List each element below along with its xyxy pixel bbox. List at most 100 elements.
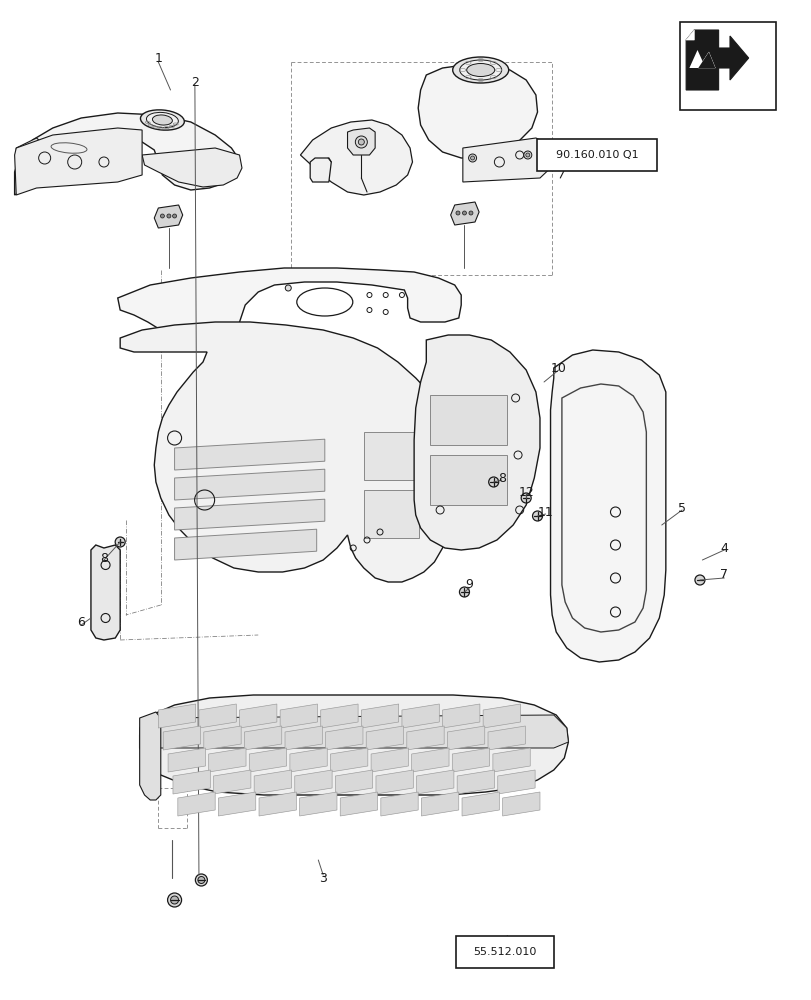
- Circle shape: [694, 575, 704, 585]
- Circle shape: [523, 151, 531, 159]
- Bar: [363, 490, 418, 538]
- Polygon shape: [450, 202, 478, 225]
- Circle shape: [285, 285, 291, 291]
- Bar: [363, 432, 418, 480]
- Ellipse shape: [453, 57, 508, 83]
- Polygon shape: [483, 704, 520, 728]
- Text: 9: 9: [465, 578, 473, 591]
- Bar: [536, 139, 656, 171]
- Polygon shape: [347, 128, 375, 155]
- Polygon shape: [178, 792, 215, 816]
- Ellipse shape: [140, 110, 184, 130]
- Polygon shape: [213, 770, 251, 794]
- Text: 7: 7: [719, 568, 727, 582]
- Polygon shape: [199, 704, 236, 728]
- Polygon shape: [487, 726, 525, 750]
- Polygon shape: [168, 748, 205, 772]
- Polygon shape: [299, 792, 337, 816]
- Ellipse shape: [459, 60, 501, 80]
- Polygon shape: [325, 726, 363, 750]
- Polygon shape: [15, 113, 239, 195]
- Polygon shape: [294, 770, 332, 794]
- Polygon shape: [366, 726, 403, 750]
- Polygon shape: [442, 704, 479, 728]
- Bar: [456, 936, 553, 968]
- Bar: [430, 455, 507, 505]
- Polygon shape: [208, 748, 246, 772]
- Polygon shape: [139, 712, 161, 800]
- Ellipse shape: [146, 112, 178, 128]
- Circle shape: [198, 876, 204, 884]
- Polygon shape: [361, 704, 398, 728]
- Polygon shape: [310, 158, 331, 182]
- Polygon shape: [118, 268, 461, 340]
- Circle shape: [470, 156, 474, 160]
- Polygon shape: [173, 770, 210, 794]
- Circle shape: [195, 874, 207, 886]
- Circle shape: [173, 214, 176, 218]
- Polygon shape: [139, 695, 568, 795]
- Polygon shape: [452, 748, 489, 772]
- Polygon shape: [497, 770, 534, 794]
- Text: 90.160.010 Q1: 90.160.010 Q1: [555, 150, 637, 160]
- Polygon shape: [421, 792, 458, 816]
- Bar: [430, 395, 507, 445]
- Circle shape: [459, 587, 469, 597]
- Polygon shape: [239, 704, 277, 728]
- Text: 5: 5: [677, 502, 685, 514]
- Polygon shape: [411, 748, 448, 772]
- Circle shape: [456, 211, 459, 215]
- Text: 8: 8: [100, 552, 108, 564]
- Circle shape: [532, 511, 542, 521]
- Polygon shape: [139, 715, 568, 748]
- Polygon shape: [461, 792, 499, 816]
- Circle shape: [469, 211, 472, 215]
- Polygon shape: [711, 36, 748, 80]
- Polygon shape: [244, 726, 281, 750]
- Circle shape: [521, 493, 530, 503]
- Text: 4: 4: [719, 542, 727, 554]
- Text: 3: 3: [319, 871, 327, 884]
- Polygon shape: [335, 770, 372, 794]
- Polygon shape: [406, 726, 444, 750]
- Circle shape: [462, 211, 466, 215]
- Polygon shape: [91, 545, 120, 640]
- Ellipse shape: [466, 64, 494, 77]
- Polygon shape: [290, 748, 327, 772]
- Text: 55.512.010: 55.512.010: [473, 947, 536, 957]
- Text: 12: 12: [517, 486, 534, 498]
- Polygon shape: [462, 138, 550, 182]
- Polygon shape: [697, 52, 714, 68]
- Polygon shape: [259, 792, 296, 816]
- Polygon shape: [218, 792, 255, 816]
- Polygon shape: [174, 439, 324, 470]
- Polygon shape: [174, 499, 324, 530]
- Polygon shape: [320, 704, 358, 728]
- Polygon shape: [330, 748, 367, 772]
- Circle shape: [358, 139, 364, 145]
- Circle shape: [355, 136, 367, 148]
- Polygon shape: [340, 792, 377, 816]
- Polygon shape: [685, 30, 718, 90]
- Polygon shape: [163, 726, 200, 750]
- Polygon shape: [285, 726, 322, 750]
- Circle shape: [488, 477, 498, 487]
- Polygon shape: [16, 138, 45, 178]
- Polygon shape: [174, 469, 324, 500]
- Polygon shape: [414, 335, 539, 550]
- Polygon shape: [280, 704, 317, 728]
- Ellipse shape: [152, 115, 172, 125]
- Polygon shape: [401, 704, 439, 728]
- Circle shape: [526, 153, 529, 157]
- Polygon shape: [380, 792, 418, 816]
- Polygon shape: [447, 726, 484, 750]
- Polygon shape: [418, 65, 537, 158]
- Bar: [680, 22, 775, 110]
- Text: 1: 1: [154, 51, 162, 64]
- Polygon shape: [416, 770, 453, 794]
- Text: 6: 6: [77, 615, 85, 629]
- Circle shape: [115, 537, 125, 547]
- Circle shape: [468, 154, 476, 162]
- Polygon shape: [300, 120, 412, 195]
- Polygon shape: [697, 52, 714, 68]
